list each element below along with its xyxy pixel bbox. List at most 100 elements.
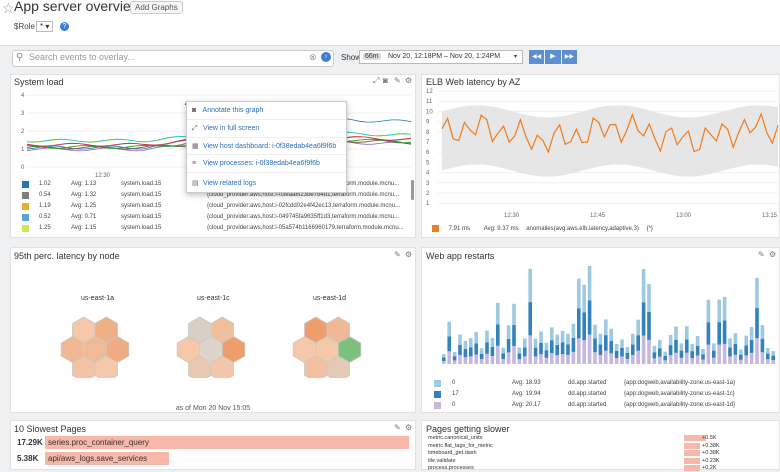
legend-row: 1.19 Avg: 1.25 system.load.15 {cloud_provid… xyxy=(19,202,409,212)
bar-segment xyxy=(571,337,576,352)
context-menu-item[interactable]: ▦ View host dashboard: i-0f38edab4ea6f9f… xyxy=(192,142,336,150)
bar-segment xyxy=(577,278,581,309)
list-item[interactable]: process.processes +0.2K xyxy=(422,465,779,472)
delta-value: +0.2K xyxy=(702,465,717,471)
panel-title: 95th perc. latency by node xyxy=(14,251,120,261)
bar-segment xyxy=(463,349,468,358)
page-name: timeboard_get.dash xyxy=(428,450,477,456)
bar-segment xyxy=(712,343,716,351)
timerange-badge: 66m xyxy=(363,53,381,60)
bar-segment xyxy=(739,359,743,364)
bar-segment xyxy=(674,352,678,364)
page-value: 5.38K xyxy=(17,454,39,463)
list-item[interactable]: 5.38K api/aws_logs.save_services xyxy=(11,452,415,465)
list-item[interactable]: 17.29K series.proc_container_query xyxy=(11,436,415,449)
host-hexagon[interactable] xyxy=(94,355,118,378)
clear-icon[interactable]: ⊗ xyxy=(309,52,317,62)
bar-segment xyxy=(760,325,765,339)
bar-segment xyxy=(528,335,532,364)
bar-segment xyxy=(695,355,700,364)
legend-avg: Avg: 0.71 xyxy=(71,214,97,220)
bar-segment xyxy=(496,324,500,346)
restarts-bar-chart[interactable] xyxy=(422,264,780,374)
list-item[interactable]: metric.flat_tags_for_metric +0.38K xyxy=(422,442,779,450)
legend-avg: Avg: 9.37 ms xyxy=(483,226,519,233)
bar-segment xyxy=(749,352,754,364)
host-hexagon[interactable] xyxy=(210,355,234,378)
y-tick-label: 3 xyxy=(426,181,430,187)
role-select[interactable]: * ▾ xyxy=(36,21,54,32)
gear-icon[interactable]: ⚙ xyxy=(405,423,413,432)
legend-avg: Avg: 20.17 xyxy=(512,402,541,408)
bar-segment xyxy=(771,351,775,356)
bar-segment xyxy=(582,312,586,341)
host-hexagon[interactable] xyxy=(326,355,350,378)
delta-bar xyxy=(684,465,700,471)
list-item[interactable]: metric.canonical_units +0.5K xyxy=(422,435,779,442)
list-item[interactable]: timeboard_get.dash +0.38K xyxy=(422,450,779,457)
rewind-button[interactable]: ◀◀ xyxy=(529,50,545,64)
context-menu-item[interactable]: ⤢ View in full screen xyxy=(192,125,259,133)
bar-segment xyxy=(706,344,711,364)
bar-segment xyxy=(463,357,468,364)
edit-icon[interactable]: ✎ xyxy=(394,423,401,432)
bar-segment xyxy=(652,345,657,353)
snapshot-icon[interactable]: ◙ xyxy=(383,76,388,85)
legend-metric: system.load.15 xyxy=(121,214,162,220)
timerange-select[interactable]: 66m Nov 20, 12:18PM – Nov 20, 1:24PM ▾ xyxy=(359,50,523,64)
edit-icon[interactable]: ✎ xyxy=(394,250,401,259)
list-item[interactable]: tile.validate +0.23K xyxy=(422,457,779,465)
legend-row: 0.54 Avg: 1.32 system.load.15 {cloud_provid… xyxy=(19,191,409,201)
delta-bar xyxy=(684,457,700,464)
legend-metric: anomalies(avg:aws.elb.latency,adaptive,3… xyxy=(526,226,639,233)
bar-segment xyxy=(463,340,468,349)
elb-latency-chart[interactable]: 12 11 10 9 8 7 6 5 4 3 2 1 12:30 12:45 13:00 13:15 xyxy=(422,87,780,219)
expand-icon[interactable]: ⤢ xyxy=(373,76,380,85)
bar-segment xyxy=(469,338,473,348)
legend-avg: Avg: 1.32 xyxy=(71,192,97,198)
play-button[interactable]: ▶ xyxy=(545,50,561,64)
add-graphs-button[interactable]: Add Graphs xyxy=(130,1,183,14)
forward-button[interactable]: ▶▶ xyxy=(561,50,577,64)
panel-title: System load xyxy=(14,77,64,87)
bar-segment xyxy=(490,337,495,347)
event-search-input[interactable]: ⚲ Search events to overlay... ⊗ › xyxy=(12,50,334,67)
bar-segment xyxy=(620,356,624,364)
gear-icon[interactable]: ⚙ xyxy=(405,76,413,85)
legend-scrollbar[interactable] xyxy=(411,180,414,200)
favorite-star-icon[interactable]: ☆ xyxy=(2,0,15,16)
edit-icon[interactable]: ✎ xyxy=(758,250,765,259)
slowest-pages-panel: 10 Slowest Pages ✎ ⚙ 17.29K series.proc_c… xyxy=(10,420,416,470)
context-menu-item[interactable]: ≡ View processes: i-0f38edab4ea6f9f6b xyxy=(192,160,320,167)
legend-value: 17 xyxy=(452,391,459,397)
y-tick-label: 6 xyxy=(426,150,430,156)
context-menu-item[interactable]: ▤ View related logs xyxy=(192,179,256,187)
bar-segment xyxy=(733,333,738,344)
legend-tag: {*} xyxy=(646,226,653,233)
legend-scope: {cloud_provider:aws,host:i-049745fa9635f… xyxy=(207,214,400,220)
bar-segment xyxy=(506,338,511,353)
search-submit-icon[interactable]: › xyxy=(321,52,331,62)
help-icon[interactable]: ? xyxy=(60,22,69,31)
legend-value: 0 xyxy=(452,402,456,408)
bar-segment xyxy=(701,349,705,355)
gear-icon[interactable]: ⚙ xyxy=(405,250,413,259)
edit-icon[interactable]: ✎ xyxy=(394,76,401,85)
bar-segment xyxy=(755,307,759,339)
bar-segment xyxy=(528,268,532,303)
search-icon: ⚲ xyxy=(16,52,24,63)
legend-swatch xyxy=(22,181,29,188)
bar-segment xyxy=(663,351,667,356)
menu-divider xyxy=(187,154,346,155)
bar-segment xyxy=(771,360,775,364)
playback-controls: ◀◀ ▶ ▶▶ xyxy=(529,50,577,64)
gear-icon[interactable]: ⚙ xyxy=(769,250,777,259)
bar-segment xyxy=(685,339,689,353)
bar-segment xyxy=(771,355,775,361)
bar-segment xyxy=(760,338,765,353)
bar-segment xyxy=(658,356,662,364)
bar-segment xyxy=(501,347,505,354)
menu-item-label: View related logs xyxy=(201,180,257,187)
bar-segment xyxy=(539,331,543,343)
context-menu-item[interactable]: ◙ Annotate this graph xyxy=(192,107,263,114)
